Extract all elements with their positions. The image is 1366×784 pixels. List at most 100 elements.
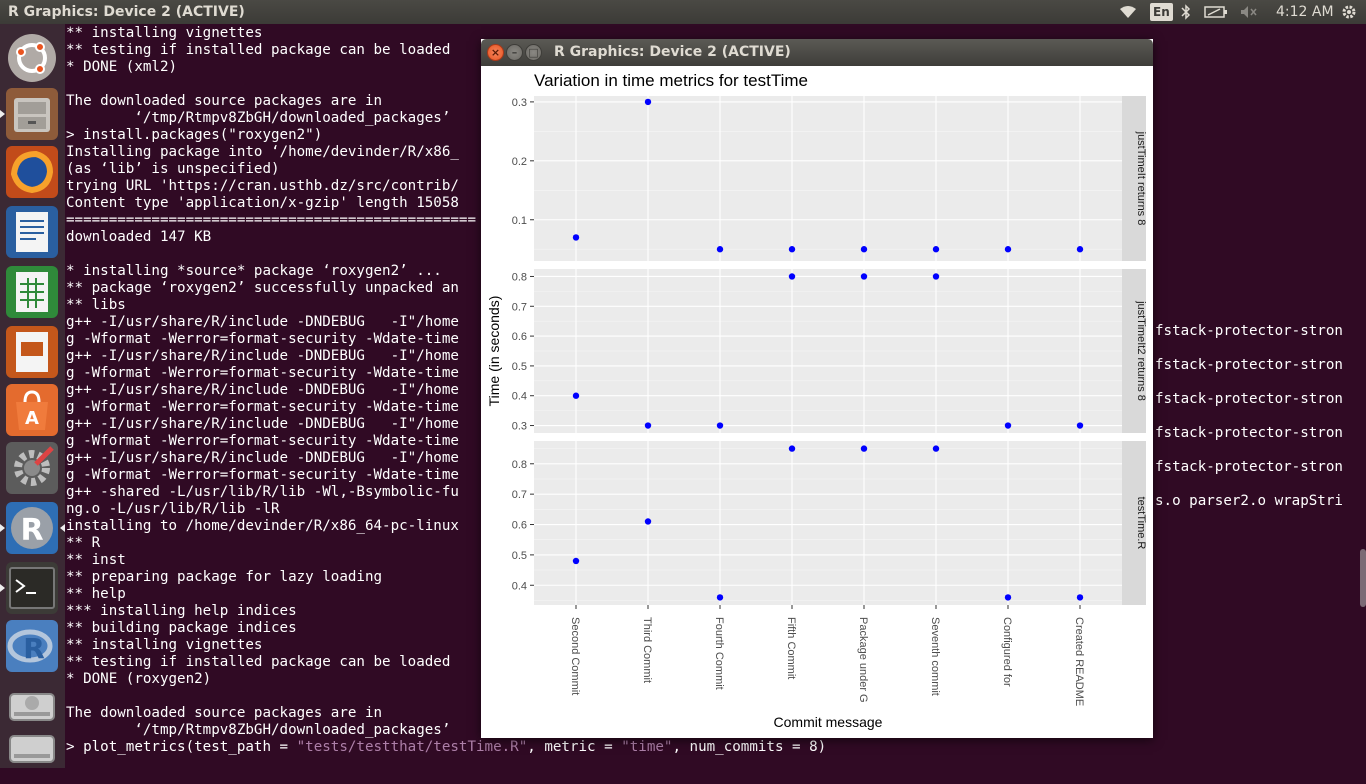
terminal-line: * installing *source* package ‘roxygen2’… <box>66 263 442 279</box>
svg-text:R: R <box>23 632 45 665</box>
x-tick-label: Third Commit <box>641 617 653 683</box>
bluetooth-icon[interactable] <box>1178 0 1194 24</box>
terminal-icon[interactable] <box>0 562 58 614</box>
x-tick-label: Second Commit <box>569 617 581 695</box>
terminal-line <box>66 76 476 93</box>
terminal-line: Content type 'application/x-gzip' length… <box>66 195 459 211</box>
disk2-icon[interactable] <box>6 728 58 780</box>
system-settings-icon[interactable] <box>6 442 58 494</box>
x-tick-label: Seventh commit <box>929 617 941 696</box>
facet-strip-label: justTimeIt returns 8 <box>1135 131 1147 226</box>
panel-background <box>534 96 1122 261</box>
rstudio-icon[interactable]: R <box>6 620 58 672</box>
terminal-line: *** installing help indices <box>66 603 297 619</box>
terminal-line: ** R <box>66 535 101 551</box>
close-button[interactable]: × <box>487 44 504 61</box>
terminal-line: ** building package indices <box>66 620 297 636</box>
volume-muted-icon[interactable] <box>1238 0 1260 24</box>
minimize-button[interactable]: – <box>506 44 523 61</box>
data-point <box>572 234 580 241</box>
cmd-mid: , metric = <box>527 739 622 755</box>
data-point <box>644 98 652 106</box>
facet-strip-label: testTime.R <box>1135 497 1147 550</box>
window-titlebar[interactable]: × – □ R Graphics: Device 2 (ACTIVE) <box>481 39 1153 66</box>
y-tick-label: 0.3 <box>512 97 527 109</box>
facet-strip <box>1122 269 1146 433</box>
terminal-scrollbar[interactable] <box>1360 549 1366 607</box>
x-tick-label: Configured for <box>1001 617 1013 687</box>
chart-title: Variation in time metrics for testTime <box>534 71 808 90</box>
maximize-button[interactable]: □ <box>525 44 542 61</box>
panel-window-title: R Graphics: Device 2 (ACTIVE) <box>8 4 245 20</box>
y-tick-label: 0.5 <box>512 361 527 373</box>
clock[interactable]: 4:12 AM <box>1276 4 1334 20</box>
facet-strip <box>1122 441 1146 605</box>
maximize-icon: □ <box>528 46 539 59</box>
data-point <box>1004 594 1012 601</box>
impress-icon[interactable] <box>6 326 58 378</box>
svg-text:A: A <box>25 408 39 429</box>
y-tick-label: 0.2 <box>512 156 527 168</box>
terminal-line: downloaded 147 KB <box>66 229 212 245</box>
data-point <box>860 273 868 280</box>
disk-icon[interactable] <box>6 678 58 730</box>
cmd-prefix: > plot_metrics(test_path = <box>66 739 297 755</box>
calc-icon[interactable] <box>6 266 58 318</box>
data-point <box>1076 594 1084 601</box>
terminal-last-command: > plot_metrics(test_path = "tests/testth… <box>66 739 826 756</box>
facet-strip-label: justTimeIt2 returns 8 <box>1135 300 1147 401</box>
y-tick-label: 0.7 <box>512 301 527 313</box>
y-tick-label: 0.4 <box>512 580 527 592</box>
terminal-line: > install.packages("roxygen2") <box>66 127 323 143</box>
data-point <box>644 518 652 525</box>
x-tick-label: Package under G <box>857 617 869 703</box>
cmd-string-metric: "time" <box>621 739 673 755</box>
terminal-line: ** package ‘roxygen2’ successfully unpac… <box>66 280 459 296</box>
terminal-line-right: fstack-protector-stron <box>1155 357 1343 373</box>
window-title: R Graphics: Device 2 (ACTIVE) <box>554 44 791 60</box>
terminal-line: The downloaded source packages are in <box>66 93 383 109</box>
terminal-line: ng.o -L/usr/lib/R/lib -lR <box>66 501 280 517</box>
y-tick-label: 0.7 <box>512 489 527 501</box>
battery-icon[interactable] <box>1203 0 1229 24</box>
minimize-icon: – <box>511 46 518 59</box>
x-tick-label: Fourth Commit <box>713 617 725 690</box>
terminal-line: g++ -I/usr/share/R/include -DNDEBUG -I"/… <box>66 348 459 364</box>
data-point <box>860 246 868 253</box>
wifi-icon[interactable] <box>1117 0 1139 24</box>
r-graphics-window[interactable]: × – □ R Graphics: Device 2 (ACTIVE) Vari… <box>481 39 1153 738</box>
ubuntu-dash-icon[interactable] <box>6 32 58 84</box>
terminal-line: ** inst <box>66 552 126 568</box>
terminal-line <box>66 688 476 705</box>
data-point <box>860 445 868 452</box>
terminal-line <box>66 246 476 263</box>
keyboard-lang-indicator[interactable]: En <box>1150 3 1173 21</box>
data-point <box>716 594 724 601</box>
data-point <box>932 445 940 452</box>
panel-background <box>534 441 1122 605</box>
top-panel: R Graphics: Device 2 (ACTIVE) En 4:12 AM <box>0 0 1366 24</box>
files-icon[interactable] <box>0 88 58 140</box>
terminal-line: ========================================… <box>66 212 476 228</box>
r-icon[interactable]: R <box>0 502 65 554</box>
y-tick-label: 0.4 <box>512 391 527 403</box>
terminal-line: Installing package into ‘/home/devinder/… <box>66 144 459 160</box>
terminal-line: trying URL 'https://cran.usthb.dz/src/co… <box>66 178 459 194</box>
cmd-string-path: "tests/testthat/testTime.R" <box>296 739 528 755</box>
software-center-icon[interactable]: A <box>6 384 58 436</box>
data-point <box>644 422 652 429</box>
writer-icon[interactable] <box>6 206 58 258</box>
y-tick-label: 0.8 <box>512 271 527 283</box>
data-point <box>1076 422 1084 429</box>
x-tick-label: Created README <box>1073 617 1085 706</box>
terminal-line: (as ‘lib’ is unspecified) <box>66 161 280 177</box>
firefox-icon[interactable] <box>6 146 58 198</box>
gear-icon[interactable] <box>1338 0 1360 24</box>
terminal-line: g -Wformat -Werror=format-security -Wdat… <box>66 433 459 449</box>
plot-area: Variation in time metrics for testTime 0.… <box>481 66 1153 738</box>
data-point <box>572 392 580 399</box>
terminal-line: g++ -I/usr/share/R/include -DNDEBUG -I"/… <box>66 382 459 398</box>
data-point <box>932 246 940 253</box>
terminal-line: g++ -I/usr/share/R/include -DNDEBUG -I"/… <box>66 314 459 330</box>
terminal-line: g++ -I/usr/share/R/include -DNDEBUG -I"/… <box>66 416 459 432</box>
